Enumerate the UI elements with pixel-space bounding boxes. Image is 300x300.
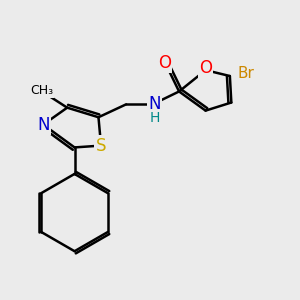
Text: N: N [148,94,161,112]
Text: CH₃: CH₃ [30,84,53,97]
Text: N: N [37,116,50,134]
Text: O: O [199,59,212,77]
Text: H: H [149,111,160,125]
Text: S: S [96,136,106,154]
Text: Br: Br [238,66,255,81]
Text: O: O [158,54,171,72]
